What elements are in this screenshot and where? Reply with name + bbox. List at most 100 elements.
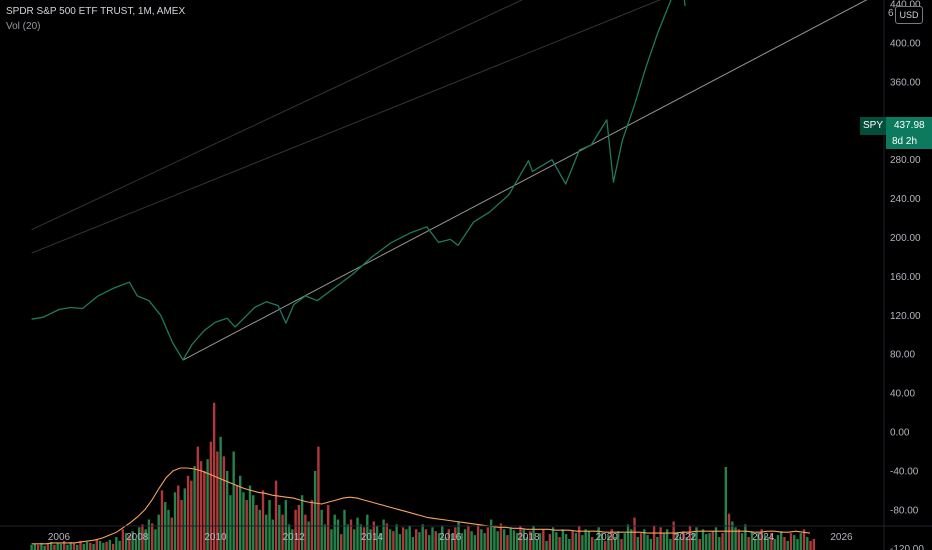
last-price-value: 437.98 [894,120,925,131]
volume-bar [802,529,806,550]
volume-bar [229,495,232,550]
volume-bar [294,509,297,550]
volume-bar [95,538,98,550]
volume-bar [786,540,789,550]
volume-bar [36,544,40,550]
volume-bar [242,492,245,550]
volume-bar [753,538,757,550]
volume-bar [216,451,219,550]
last-price-tag: SPY 437.98 [860,117,932,135]
volume-bar [613,537,617,550]
volume-bar [353,529,356,550]
volume-bar [721,533,724,550]
price-tick-label: 440.00 [890,0,921,11]
volume-bar [441,525,444,550]
volume-bar [392,531,395,550]
volume-bar [287,524,291,550]
volume-bar [255,504,258,550]
volume-bar [568,538,571,550]
volume-bar [49,541,53,550]
price-tick-label: 0.00 [890,428,910,439]
volume-bar [623,533,626,550]
price-tick-label: 400.00 [890,39,921,50]
volume-bar [144,529,147,550]
volume-bar [395,524,398,550]
volume-bar [776,535,780,550]
volume-bar [617,531,620,550]
volume-bar [366,514,369,550]
volume-bar [265,514,268,550]
volume-bar [682,531,685,550]
volume-bar [131,531,134,550]
volume-bar [447,529,450,550]
volume-bar [408,525,411,550]
volume-bar [193,466,196,550]
volume-bar [362,527,366,550]
volume-bar [310,500,314,550]
volume-bar [330,529,333,550]
volume-bar [600,533,604,550]
volume-bar [300,495,304,550]
volume-bar [675,533,679,550]
volume-bar [659,527,662,550]
volume-bar [118,540,121,550]
trend-line [182,0,868,361]
trend-line [31,0,662,254]
volume-bar [685,537,688,550]
volume-bar [701,529,705,550]
volume-bar [85,541,89,550]
volume-bar [167,509,170,550]
volume-bar [711,531,714,550]
volume-bar [636,537,640,550]
volume-bar [150,523,154,550]
volume-bar [199,461,203,550]
volume-bar [245,500,248,550]
volume-bar [607,535,610,550]
volume-bar [274,480,278,550]
volume-bar [522,529,525,550]
volume-bar [333,514,336,550]
volume-bar [649,538,653,550]
volume-bar [356,517,359,550]
volume-bar [160,490,164,550]
volume-bar [633,517,636,550]
volume-bar [157,514,160,550]
volume-bar [564,534,568,550]
volume-bar [258,509,261,550]
volume-bar [529,531,532,550]
volume-bar [509,527,512,550]
volume-bar [92,543,95,550]
volume-bar [590,537,594,550]
volume-bar [115,537,118,550]
volume-bar [304,514,307,550]
volume-bar [750,531,754,550]
volume-bar [53,544,56,550]
volume-bar [548,534,552,550]
volume-bar [238,475,242,550]
volume-bar [512,530,516,550]
volume-bar [72,542,76,550]
time-tick-label: 2022 [674,532,697,543]
time-axis: 2006 2008 2010 2012 2014 2016 2018 2020 2022 2024… [0,525,932,543]
volume-bar [597,527,600,550]
volume-bar [382,519,385,550]
volume-bar [770,533,773,550]
volume-bar [506,535,509,550]
volume-bar [76,544,79,550]
price-line [31,0,686,361]
volume-bar [437,533,441,550]
volume-bar [470,531,473,550]
volume-bar [307,521,310,550]
volume-bar [796,538,799,550]
volume-bar [525,537,529,550]
volume-legend[interactable]: Vol (20) [6,21,41,32]
time-tick-label: 2020 [596,532,619,543]
currency-button[interactable]: USD [895,6,923,24]
volume-bar [532,525,535,550]
volume-bar [476,524,480,550]
volume-bar [489,519,493,550]
volume-bar [799,533,802,550]
volume-bar [740,533,744,550]
volume-bar [401,527,405,550]
